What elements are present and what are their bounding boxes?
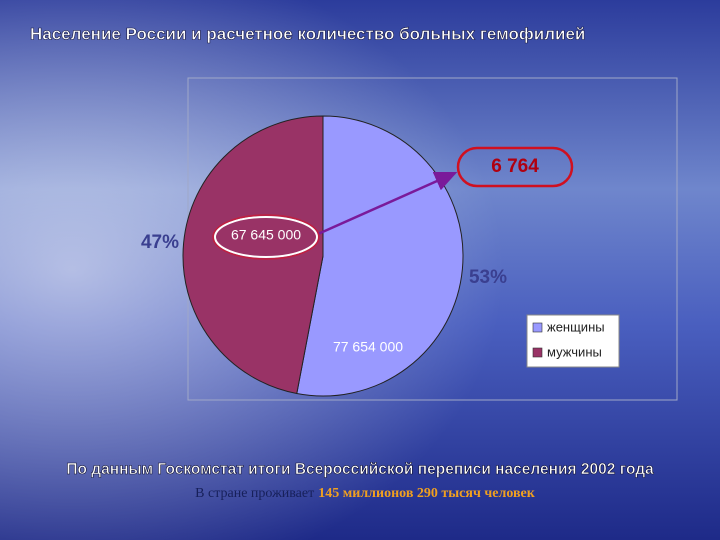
pie-slice [182, 115, 324, 395]
highlight-ellipse-outer [212, 214, 320, 260]
callout-box [456, 146, 574, 188]
annotation: 77 654 000 [333, 339, 403, 355]
footer: По данным Госкомстат итоги Всероссийской… [66, 461, 654, 478]
legend-items: женщины мужчины [532, 319, 605, 359]
callout: 6 764 [491, 156, 539, 177]
pie [182, 115, 464, 397]
legend-swatch [532, 322, 543, 333]
legend [526, 314, 620, 368]
note: В стране проживает 145 миллионов 290 тыся… [195, 486, 536, 501]
data-label: 47% [141, 232, 179, 253]
arrow [317, 171, 458, 236]
annotation: 67 645 000 [231, 227, 301, 243]
legend-label: женщины [547, 319, 605, 334]
data-label: 53% [469, 267, 507, 288]
note-highlight: 145 миллионов 290 тысяч человек [318, 486, 536, 501]
chart-title: Население России и расчетное количество … [30, 24, 585, 43]
legend-label: мужчины [547, 344, 602, 359]
legend-swatch [532, 347, 543, 358]
highlight-ellipse [214, 216, 318, 258]
note-text: В стране проживает [195, 486, 314, 501]
pie-slice [296, 115, 464, 397]
